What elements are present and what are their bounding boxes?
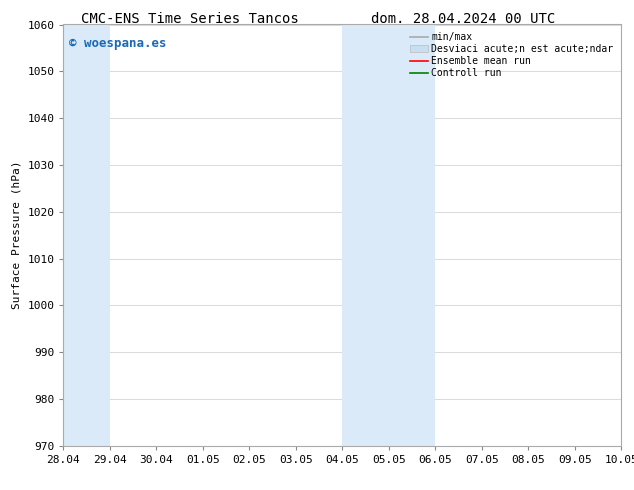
Y-axis label: Surface Pressure (hPa): Surface Pressure (hPa) — [12, 161, 22, 310]
Bar — [342, 24, 436, 446]
Bar — [63, 24, 110, 446]
Text: CMC-ENS Time Series Tancos: CMC-ENS Time Series Tancos — [81, 12, 299, 26]
Text: dom. 28.04.2024 00 UTC: dom. 28.04.2024 00 UTC — [371, 12, 555, 26]
Legend: min/max, Desviaci acute;n est acute;ndar, Ensemble mean run, Controll run: min/max, Desviaci acute;n est acute;ndar… — [407, 29, 616, 81]
Text: © woespana.es: © woespana.es — [69, 37, 167, 50]
